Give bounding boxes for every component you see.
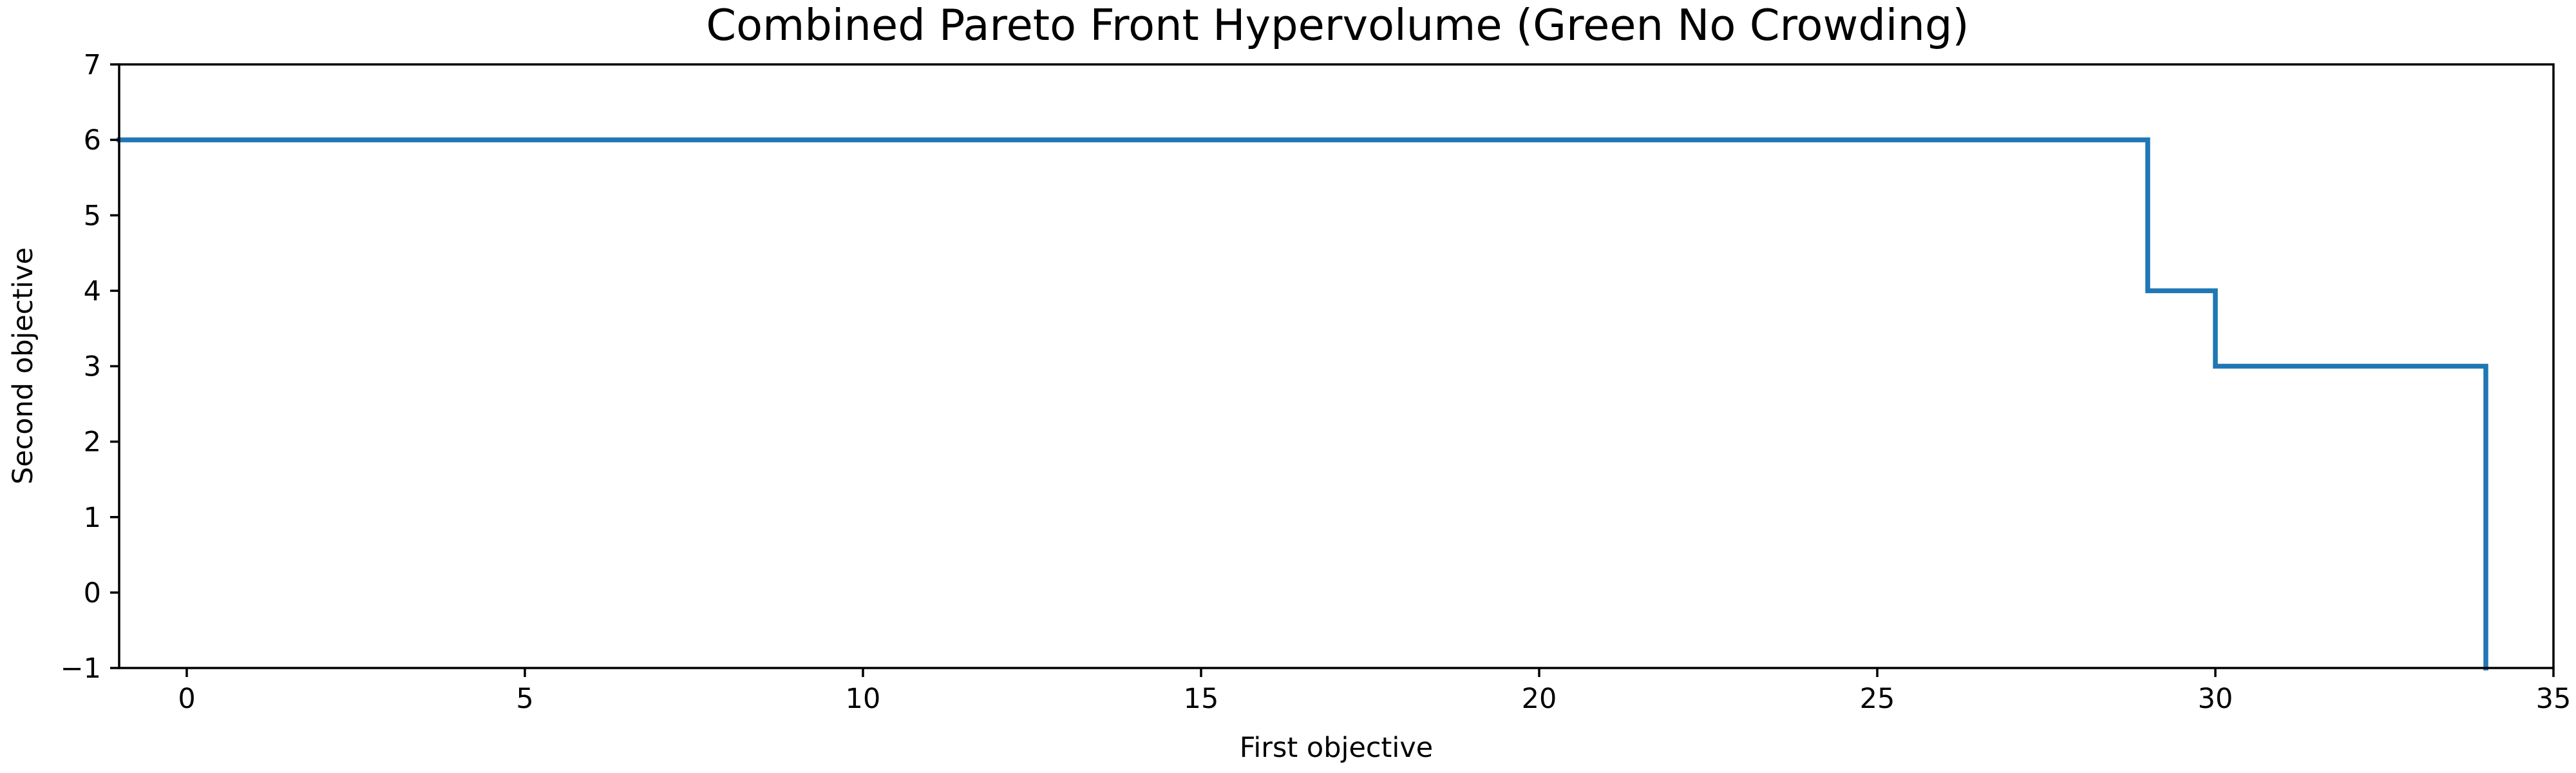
- y-axis: −1 0 1 2 3 4 5 6 7: [61, 49, 119, 685]
- y-tick-label: −1: [61, 653, 101, 685]
- y-tick-label: 2: [84, 426, 101, 459]
- y-tick-label: 3: [84, 351, 101, 383]
- y-tick-label: 4: [84, 275, 101, 307]
- x-tick-label: 15: [1184, 683, 1219, 715]
- x-axis-label: First objective: [1240, 732, 1434, 764]
- y-tick-label: 7: [84, 49, 101, 81]
- plot-area: [117, 137, 2488, 671]
- x-tick-label: 35: [2536, 683, 2571, 715]
- x-tick-label: 10: [846, 683, 881, 715]
- y-tick-label: 6: [84, 124, 101, 157]
- y-tick-label: 0: [84, 577, 101, 609]
- y-tick-label: 1: [84, 502, 101, 534]
- series-line-0: [117, 137, 2488, 671]
- x-tick-label: 5: [516, 683, 533, 715]
- x-tick-label: 30: [2198, 683, 2233, 715]
- x-tick-label: 20: [1522, 683, 1557, 715]
- x-axis: 0 5 10 15 20 25 30 35: [178, 668, 2571, 715]
- x-tick-label: 25: [1860, 683, 1895, 715]
- chart-title: Combined Pareto Front Hypervolume (Green…: [706, 0, 1969, 50]
- y-axis-label: Second objective: [7, 247, 39, 484]
- x-tick-label: 0: [178, 683, 195, 715]
- plot-frame: [118, 63, 2555, 669]
- y-tick-label: 5: [84, 200, 101, 232]
